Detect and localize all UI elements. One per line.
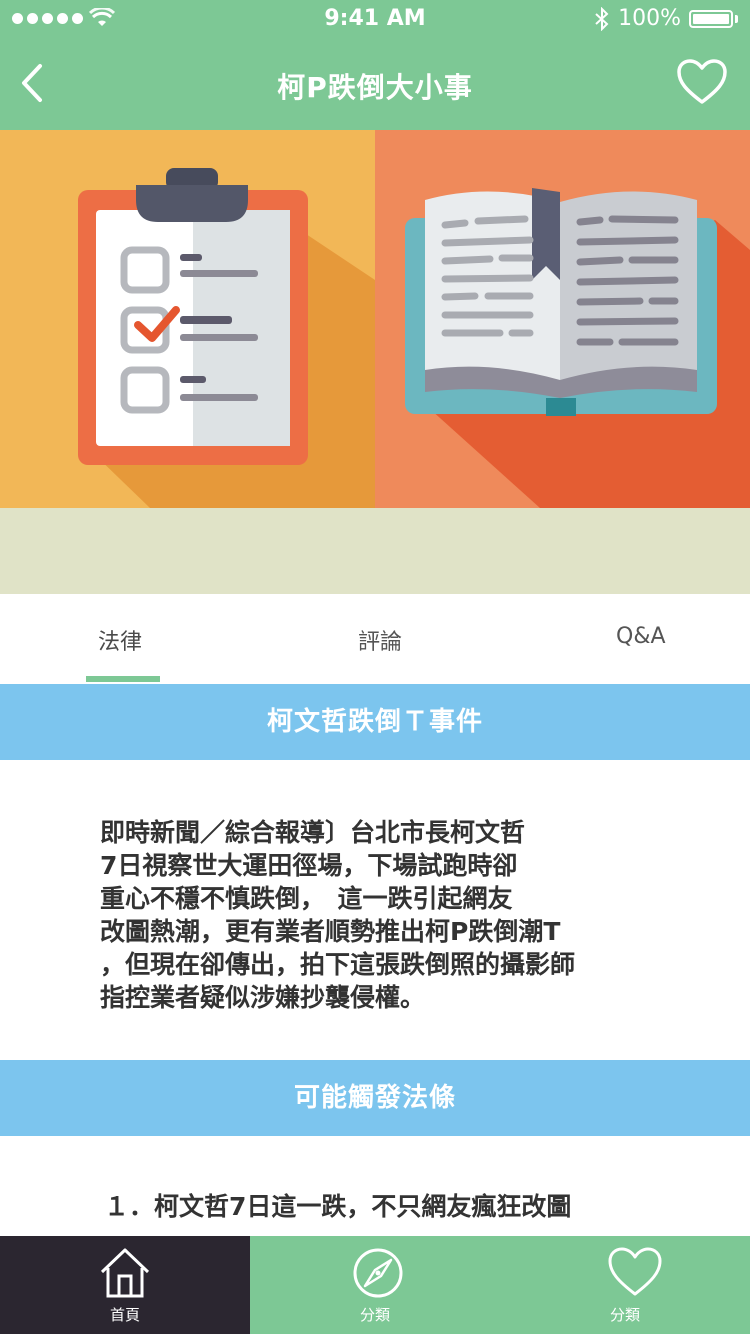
tab-comments[interactable]: 評論: [358, 630, 403, 655]
battery-percent: 100%: [618, 6, 681, 31]
article-text-event: 即時新聞／綜合報導〕台北市長柯文哲 7日視察世大運田徑場，下場試跑時卻 重心不穩…: [100, 816, 660, 1014]
heart-icon: [608, 1247, 662, 1296]
bottom-tab-bar: 首頁 分類 分類: [0, 1236, 750, 1334]
article-line: 指控業者疑似涉嫌抄襲侵權。: [100, 983, 426, 1012]
signal-strength-icon: [12, 12, 83, 24]
compass-icon: [353, 1248, 403, 1298]
article-line: １．柯文哲7日這一跌，不只網友瘋狂改圖: [104, 1192, 572, 1221]
bottom-tab-favorites[interactable]: 分類: [500, 1236, 750, 1334]
article-line: 即時新聞／綜合報導〕台北市長柯文哲: [100, 818, 526, 847]
content-tabs: 法律 評論 Q&A: [0, 594, 750, 686]
article-line: 7日視察世大運田徑場，下場試跑時卻: [100, 851, 518, 880]
bottom-tab-home-label: 首頁: [109, 1306, 140, 1324]
battery-icon: [689, 9, 733, 28]
tab-qa[interactable]: Q&A: [616, 624, 666, 649]
active-tab-indicator: [86, 676, 160, 682]
bottom-tab-home[interactable]: 首頁: [0, 1236, 250, 1334]
home-icon: [100, 1248, 150, 1298]
page-title: 柯P跌倒大小事: [277, 71, 473, 104]
bottom-tab-category-label: 分類: [359, 1306, 390, 1324]
section-header-laws: 可能觸發法條: [0, 1060, 750, 1136]
back-icon[interactable]: [12, 58, 52, 108]
favorite-heart-icon[interactable]: [676, 58, 728, 106]
bluetooth-icon: [595, 6, 609, 31]
bottom-tab-favorites-label: 分類: [609, 1306, 640, 1324]
hero-caption-strip: [0, 508, 750, 594]
top-bar: 9:41 AM 100% 柯P跌倒大小事: [0, 0, 750, 130]
status-right: 100%: [594, 6, 738, 31]
open-book-icon: [405, 188, 717, 416]
clipboard-icon: [78, 168, 308, 465]
status-bar: 9:41 AM 100%: [0, 0, 750, 40]
article-line: 重心不穩不慎跌倒， 這一跌引起網友: [100, 884, 513, 913]
article-line: 改圖熱潮，更有業者順勢推出柯P跌倒潮T: [100, 917, 561, 946]
tab-law[interactable]: 法律: [98, 630, 143, 655]
article-line: ，但現在卻傳出，拍下這張跌倒照的攝影師: [100, 950, 576, 979]
bottom-tab-category[interactable]: 分類: [250, 1236, 500, 1334]
hero-illustration: [0, 130, 750, 508]
battery-tip: [735, 14, 738, 23]
signal-area: [12, 8, 115, 28]
wifi-icon: [89, 8, 115, 26]
navigation-bar: 柯P跌倒大小事: [0, 40, 750, 130]
section-header-event: 柯文哲跌倒Ｔ事件: [0, 684, 750, 760]
status-time: 9:41 AM: [324, 6, 426, 31]
article-text-laws: １．柯文哲7日這一跌，不只網友瘋狂改圖: [104, 1190, 664, 1223]
